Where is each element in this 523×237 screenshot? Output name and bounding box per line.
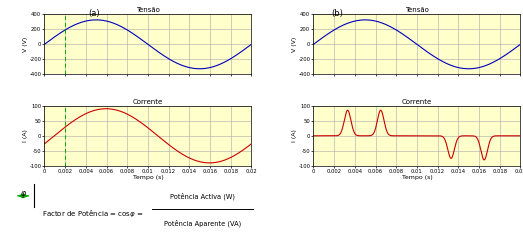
Title: Tensão: Tensão: [405, 7, 429, 13]
Text: Potência Activa (W): Potência Activa (W): [170, 192, 235, 200]
Text: Potência Aparente (VA): Potência Aparente (VA): [164, 220, 241, 228]
Y-axis label: V (V): V (V): [23, 37, 28, 52]
Text: (a): (a): [88, 9, 100, 18]
Title: Corrente: Corrente: [133, 99, 163, 105]
Text: Factor de Potência = cos$\varphi$ =: Factor de Potência = cos$\varphi$ =: [42, 208, 144, 219]
Title: Tensão: Tensão: [136, 7, 160, 13]
Text: (b): (b): [332, 9, 343, 18]
X-axis label: Tempo (s): Tempo (s): [402, 175, 433, 181]
Y-axis label: I (A): I (A): [23, 129, 28, 142]
Y-axis label: V (V): V (V): [292, 37, 297, 52]
Y-axis label: I (A): I (A): [292, 129, 297, 142]
Text: $\varphi$: $\varphi$: [20, 189, 27, 200]
Title: Corrente: Corrente: [402, 99, 432, 105]
X-axis label: Tempo (s): Tempo (s): [132, 175, 163, 181]
